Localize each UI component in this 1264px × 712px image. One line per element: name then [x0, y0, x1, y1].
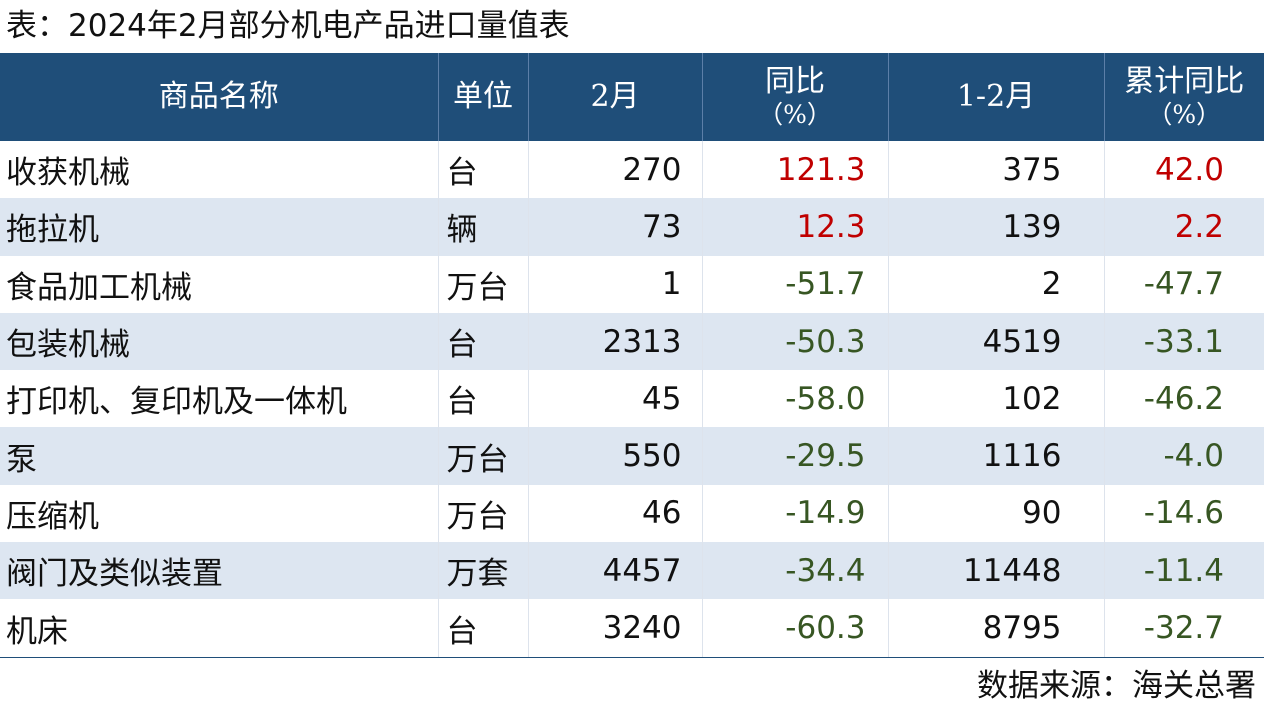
header-unit: 单位 — [438, 53, 529, 141]
unit-cell: 台 — [438, 599, 529, 658]
table-row: 泵万台 550 -29.5 1116 -4.0 — [0, 427, 1264, 485]
table-title: 表：2024年2月部分机电产品进口量值表 — [6, 8, 570, 44]
header-yoy: 同比 （%） — [702, 53, 889, 141]
jan-feb-value-cell: 375 — [888, 141, 1105, 199]
feb-value-cell: 73 — [528, 198, 703, 256]
table-row: 压缩机 万台 46 -14.9 90 -14.6 — [0, 484, 1264, 543]
unit-cell: 万台 — [438, 427, 529, 485]
unit-cell: 台 — [438, 141, 529, 199]
header-label: 商品名称 — [158, 79, 279, 114]
table-body: 收获机械台 270 121.3 375 42.0 拖拉机辆 73 12.3 139 2.2 食品加工… — [0, 141, 1264, 658]
header-ytd-yoy: 累计同比 （%） — [1104, 53, 1264, 141]
table-row: 打印机、复印机及一体机台 45 -58.0 102 -46.2 — [0, 370, 1264, 428]
feb-value-cell: 3240 — [528, 599, 703, 658]
ytd-yoy-cell: -4.0 — [1104, 427, 1264, 485]
yoy-cell: 12.3 — [702, 198, 889, 256]
feb-value-cell: 45 — [528, 370, 703, 428]
jan-feb-value-cell: 2 — [888, 255, 1105, 313]
ytd-yoy-cell: -32.7 — [1104, 599, 1264, 658]
product-name-cell: 压缩机 — [0, 484, 439, 543]
product-name-cell: 食品加工机械 — [0, 255, 439, 313]
ytd-yoy-cell: 42.0 — [1154, 151, 1224, 188]
ytd-yoy-cell: -47.7 — [1143, 266, 1224, 303]
header-label: 单位 — [453, 79, 513, 114]
header-feb: 2月 — [528, 53, 703, 141]
table-row: 拖拉机辆 73 12.3 139 2.2 — [0, 198, 1264, 256]
feb-value-cell: 46 — [528, 484, 703, 543]
header-label: 2月 — [590, 79, 640, 114]
product-name-cell: 收获机械 — [0, 141, 439, 199]
yoy-cell: -58.0 — [702, 370, 889, 428]
unit-cell: 台 — [438, 370, 529, 428]
header-label: 累计同比 — [1124, 64, 1245, 99]
yoy-cell: -50.3 — [702, 312, 889, 371]
jan-feb-value-cell: 1116 — [888, 427, 1105, 485]
table-row: 阀门及类似装置 万套 4457 -34.4 11448 -11.4 — [0, 542, 1264, 600]
product-name-cell: 泵 — [0, 427, 439, 485]
jan-feb-value-cell: 102 — [888, 370, 1105, 428]
header-product-name: 商品名称 — [0, 53, 439, 141]
unit-cell: 辆 — [438, 198, 529, 256]
import-data-table: 商品名称 单位 2月 同比 （%） 1-2月 累计同比 （%） 收获机械台 270 12… — [0, 53, 1264, 658]
product-name-cell: 机床 — [0, 599, 439, 658]
unit-cell: 万台 — [438, 255, 529, 313]
yoy-cell: 121.3 — [702, 141, 889, 199]
yoy-cell: -14.9 — [702, 484, 889, 543]
header-label: 同比 — [765, 64, 825, 99]
unit-cell: 万台 — [438, 484, 529, 543]
jan-feb-value-cell: 8795 — [888, 599, 1105, 658]
yoy-cell: -29.5 — [702, 427, 889, 485]
ytd-yoy-cell: -11.4 — [1104, 542, 1264, 600]
table-row: 食品加工机械 万台 1 -51.7 2 -47.7 — [0, 255, 1264, 313]
unit-cell: 万套 — [438, 542, 529, 600]
product-name-cell: 拖拉机 — [0, 198, 439, 256]
feb-value-cell: 1 — [528, 255, 703, 313]
product-name-cell: 包装机械 — [0, 312, 439, 371]
header-jan-feb: 1-2月 — [888, 53, 1105, 141]
table-header: 商品名称 单位 2月 同比 （%） 1-2月 累计同比 （%） — [0, 53, 1264, 141]
feb-value-cell: 2313 — [528, 312, 703, 371]
table-row: 包装机械台 2313 -50.3 4519 -33.1 — [0, 312, 1264, 371]
ytd-yoy-cell: 2.2 — [1104, 198, 1264, 256]
header-row: 商品名称 单位 2月 同比 （%） 1-2月 累计同比 （%） — [0, 53, 1264, 141]
ytd-yoy-cell: -33.1 — [1104, 312, 1264, 371]
yoy-cell: -51.7 — [702, 255, 889, 313]
feb-value-cell: 270 — [528, 141, 703, 199]
yoy-cell: -34.4 — [702, 542, 889, 600]
product-name-cell: 阀门及类似装置 — [0, 542, 439, 600]
jan-feb-value-cell: 11448 — [888, 542, 1105, 600]
jan-feb-value-cell: 139 — [888, 198, 1105, 256]
feb-value-cell: 4457 — [528, 542, 703, 600]
product-name-cell: 打印机、复印机及一体机 — [0, 370, 439, 428]
feb-value-cell: 550 — [528, 427, 703, 485]
jan-feb-value-cell: 4519 — [888, 312, 1105, 371]
header-label: 1-2月 — [956, 79, 1036, 114]
data-source: 数据来源：海关总署 — [977, 668, 1256, 704]
ytd-yoy-cell: -46.2 — [1143, 380, 1224, 417]
yoy-cell: -60.3 — [702, 599, 889, 658]
table-row: 收获机械台 270 121.3 375 42.0 — [0, 141, 1264, 199]
jan-feb-value-cell: 90 — [888, 484, 1105, 543]
table-row: 机床台 3240 -60.3 8795 -32.7 — [0, 599, 1264, 658]
header-unit-percent: （%） — [1147, 100, 1222, 129]
header-unit-percent: （%） — [758, 100, 832, 129]
unit-cell: 台 — [438, 312, 529, 371]
ytd-yoy-cell: -14.6 — [1143, 495, 1224, 532]
